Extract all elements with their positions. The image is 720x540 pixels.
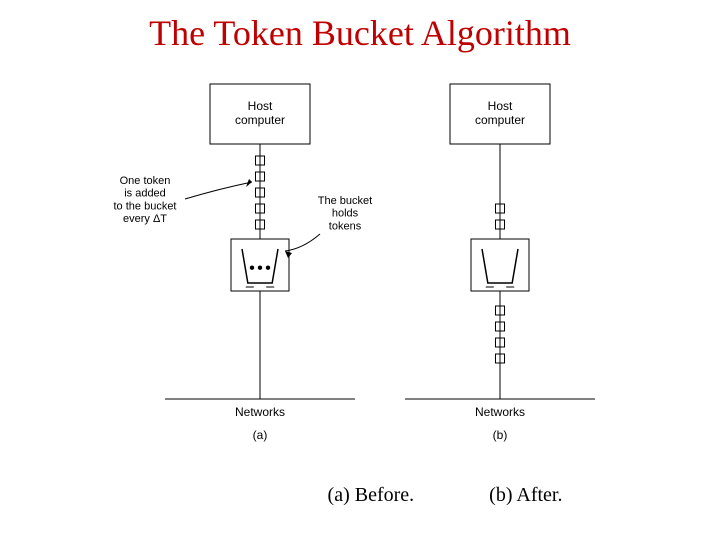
svg-text:Hostcomputer: Hostcomputer [475, 99, 525, 127]
diagram-container: Hostcomputer Networks (a) One tokenis added… [0, 64, 720, 464]
svg-text:The bucketholdstokens: The bucketholdstokens [318, 195, 372, 232]
caption-row: (a) Before. (b) After. [0, 484, 720, 507]
svg-text:One tokenis addedto the bucket: One tokenis addedto the bucketevery ΔT [114, 175, 177, 225]
svg-text:(a): (a) [253, 428, 268, 442]
caption-b: (b) After. [489, 484, 562, 507]
svg-text:Networks: Networks [475, 405, 525, 419]
svg-text:Networks: Networks [235, 405, 285, 419]
svg-text:(b): (b) [493, 428, 508, 442]
caption-a: (a) Before. [328, 484, 415, 507]
token-bucket-diagram: Hostcomputer Networks (a) One tokenis added… [0, 64, 720, 464]
slide-title: The Token Bucket Algorithm [0, 0, 720, 54]
svg-text:Hostcomputer: Hostcomputer [235, 99, 285, 127]
